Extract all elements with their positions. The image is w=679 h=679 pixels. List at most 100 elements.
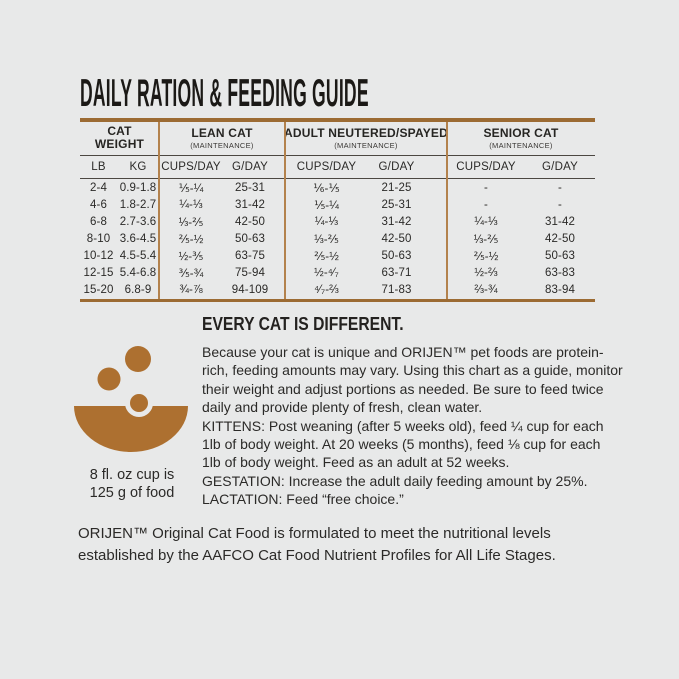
subheader-divider-line — [80, 178, 595, 179]
table-cell: - — [558, 198, 562, 211]
aafco-statement: ORIJEN™ Original Cat Food is formulated … — [78, 525, 556, 564]
table-cell: 25-31 — [381, 198, 412, 211]
table-cell: 2.7-3.6 — [119, 215, 157, 228]
column-divider — [284, 122, 286, 299]
table-cell: ⅖-½ — [473, 250, 499, 263]
table-cell: 12-15 — [83, 266, 114, 279]
table-cell: 6-8 — [90, 215, 107, 228]
gestation-note: GESTATION: Increase the adult daily feed… — [202, 472, 588, 489]
table-cell: 1.8-2.7 — [119, 198, 157, 211]
column-header-lb: LB — [91, 161, 106, 173]
table-row: 8-10 3.6-4.5 ⅖-½ 50-63 ⅓-⅖ 42-50 ⅓-⅖ 42-… — [80, 230, 595, 247]
table-cell: 50-63 — [235, 232, 265, 245]
kittens-note: KITTENS: Post weaning (after 5 weeks old… — [202, 417, 604, 471]
table-cell: 63-83 — [545, 266, 575, 279]
table-cell: 50-63 — [381, 249, 412, 262]
table-cell: 71-83 — [381, 283, 412, 296]
feeding-notes: EVERY CAT IS DIFFERENT. Because your cat… — [202, 311, 623, 509]
table-cell: 2-4 — [90, 181, 107, 194]
column-header-kg: KG — [129, 161, 147, 173]
intro-paragraph: Because your cat is unique and ORIJEN™ p… — [202, 344, 623, 416]
table-cell: 6.8-9 — [124, 283, 152, 296]
table-cell: 94-109 — [231, 283, 269, 296]
feeding-table: CAT WEIGHT LEAN CAT (MAINTENANCE) ADULT … — [80, 118, 595, 303]
table-cell: 63-71 — [381, 266, 412, 279]
column-header-gday-lean: G/DAY — [232, 161, 268, 173]
table-cell: 15-20 — [83, 283, 114, 296]
food-bowl-icon — [74, 346, 188, 452]
table-cell: ⅕-¼ — [314, 199, 339, 212]
table-top-rule — [80, 118, 595, 122]
table-cell: 31-42 — [545, 215, 575, 228]
table-cell: ¼-⅓ — [474, 215, 498, 228]
table-subheader-row: LB KG CUPS/DAY G/DAY CUPS/DAY G/DAY CUPS… — [80, 156, 595, 178]
table-row: 15-20 6.8-9 ¾-⅞ 94-109 ⁴⁄₇-⅔ 71-83 ⅔-¾ 8… — [80, 281, 595, 298]
table-cell: ½-⁴⁄₇ — [314, 266, 339, 279]
column-header-cups-lean: CUPS/DAY — [161, 161, 221, 173]
kibble-icon — [125, 389, 153, 417]
table-cell: 42-50 — [381, 232, 412, 245]
table-cell: 21-25 — [381, 181, 412, 194]
header-divider-line — [80, 155, 595, 156]
cup-measure-figure: 8 fl. oz cup is 125 g of food — [73, 340, 191, 502]
table-header-row: CAT WEIGHT LEAN CAT (MAINTENANCE) ADULT … — [80, 122, 595, 155]
table-cell: - — [558, 181, 562, 194]
table-row: 4-6 1.8-2.7 ¼-⅓ 31-42 ⅕-¼ 25-31 - - — [80, 196, 595, 213]
table-cell: ⅕-¼ — [178, 182, 204, 195]
header-group-senior-cat: SENIOR CAT (MAINTENANCE) — [483, 125, 559, 151]
table-cell: 10-12 — [83, 249, 114, 262]
table-cell: ¾-⅞ — [179, 283, 203, 296]
kibble-icon — [125, 346, 151, 372]
header-group-cat-weight: CAT WEIGHT — [94, 124, 145, 151]
table-cell: ⅓-⅖ — [178, 216, 204, 229]
header-group-lean-cat: LEAN CAT (MAINTENANCE) — [190, 125, 254, 151]
table-cell: 5.4-6.8 — [119, 266, 157, 279]
table-cell: 25-31 — [235, 181, 265, 194]
table-cell: - — [484, 198, 488, 211]
table-cell: 75-94 — [235, 266, 265, 279]
table-cell: 8-10 — [86, 232, 111, 245]
table-cell: 42-50 — [545, 232, 575, 245]
table-cell: 63-75 — [235, 249, 265, 262]
table-row: 12-15 5.4-6.8 ⅗-¾ 75-94 ½-⁴⁄₇ 63-71 ½-⅔ … — [80, 264, 595, 281]
table-cell: ½-⅗ — [178, 250, 204, 263]
section-heading: EVERY CAT IS DIFFERENT. — [202, 314, 404, 334]
table-bottom-rule — [80, 299, 595, 302]
table-cell: ¼-⅓ — [179, 198, 203, 211]
column-header-cups-senior: CUPS/DAY — [456, 161, 516, 173]
page-title: DAILY RATION & FEEDING GUIDE — [80, 72, 369, 115]
cup-note-line1: 8 fl. oz cup is — [89, 467, 175, 483]
table-cell: ½-⅔ — [474, 266, 498, 279]
table-cell: ¼-⅓ — [314, 215, 339, 228]
table-row: 2-4 0.9-1.8 ⅕-¼ 25-31 ⅙-⅕ 21-25 - - — [80, 179, 595, 196]
table-cell: 4-6 — [90, 198, 107, 211]
cup-note: 8 fl. oz cup is 125 g of food — [73, 467, 191, 502]
table-cell: ⅓-⅖ — [473, 233, 499, 246]
table-cell: 42-50 — [235, 215, 265, 228]
table-cell: 31-42 — [381, 215, 412, 228]
column-header-gday-adult: G/DAY — [378, 161, 415, 173]
table-cell: 83-94 — [545, 283, 575, 296]
table-row: 6-8 2.7-3.6 ⅓-⅖ 42-50 ¼-⅓ 31-42 ¼-⅓ 31-4… — [80, 213, 595, 230]
table-body: 2-4 0.9-1.8 ⅕-¼ 25-31 ⅙-⅕ 21-25 - - 4-6 … — [80, 179, 595, 298]
table-cell: ⅗-¾ — [178, 267, 204, 280]
column-header-gday-senior: G/DAY — [542, 161, 578, 173]
table-cell: 31-42 — [235, 198, 265, 211]
table-cell: 50-63 — [545, 249, 575, 262]
kibble-icon — [97, 367, 121, 391]
table-cell: ⅖-½ — [314, 250, 339, 263]
bowl-shape — [74, 406, 188, 452]
table-cell: ⅖-½ — [178, 233, 204, 246]
table-cell: 4.5-5.4 — [119, 249, 157, 262]
table-row: 10-12 4.5-5.4 ½-⅗ 63-75 ⅖-½ 50-63 ⅖-½ 50… — [80, 247, 595, 264]
column-header-cups-adult: CUPS/DAY — [296, 161, 357, 173]
column-divider — [158, 122, 160, 299]
table-cell: 3.6-4.5 — [119, 232, 157, 245]
table-cell: ⅙-⅕ — [313, 182, 340, 195]
table-cell: ⁴⁄₇-⅔ — [314, 283, 339, 296]
cup-note-line2: 125 g of food — [89, 484, 175, 501]
table-cell: ⅓-⅖ — [314, 233, 339, 246]
table-cell: ⅔-¾ — [474, 283, 498, 296]
table-cell: 0.9-1.8 — [119, 181, 157, 194]
